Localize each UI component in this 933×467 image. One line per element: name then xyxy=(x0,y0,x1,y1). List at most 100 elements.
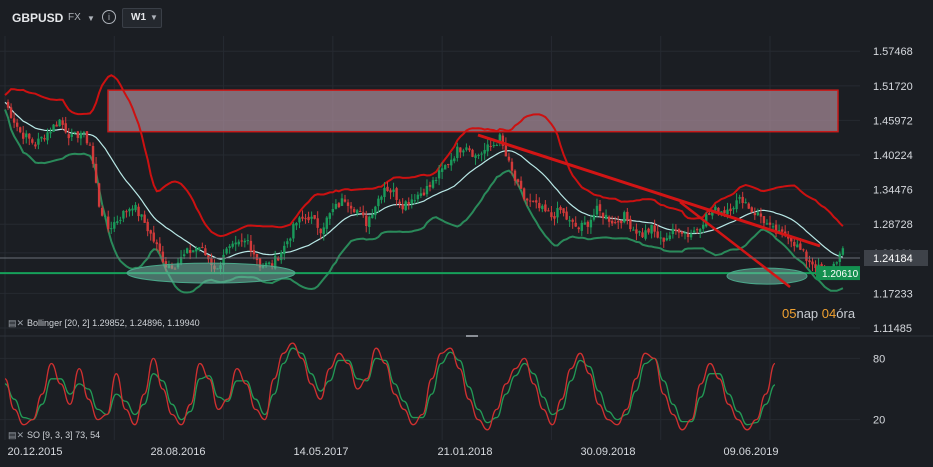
candle-body xyxy=(319,228,322,234)
candle-body xyxy=(632,229,635,231)
countdown-hours: 04 xyxy=(821,306,837,321)
candle-body xyxy=(450,159,453,166)
candle-body xyxy=(283,245,286,255)
candle-body xyxy=(659,237,662,239)
candle-body xyxy=(583,222,587,225)
countdown-days-unit: nap xyxy=(796,306,819,321)
info-icon[interactable]: i xyxy=(102,10,116,24)
symbol-label[interactable]: GBPUSD xyxy=(12,11,64,25)
candle-body xyxy=(550,212,553,218)
source-label[interactable]: FX xyxy=(68,12,81,23)
candle-body xyxy=(610,220,614,224)
candle-body xyxy=(626,211,629,221)
candle-body xyxy=(43,138,46,140)
candle-body xyxy=(702,224,705,229)
candle-body xyxy=(674,229,678,231)
candle-body xyxy=(617,221,620,223)
candle-body xyxy=(607,216,611,222)
candle-body xyxy=(802,249,805,251)
candle-body xyxy=(459,147,462,153)
candle-body xyxy=(623,212,626,223)
candle-body xyxy=(9,107,13,118)
candle-body xyxy=(598,204,602,212)
candle-body xyxy=(182,254,186,257)
y-tick-label: 1.17233 xyxy=(873,288,913,300)
candle-body xyxy=(185,248,189,254)
candle-body xyxy=(656,231,659,238)
candle-body xyxy=(644,230,647,239)
candle-body xyxy=(398,201,401,204)
candle-body xyxy=(577,227,580,230)
candle-body xyxy=(559,207,562,211)
stochastic-legend[interactable]: ▤✕ SO [9, 3, 3] 73, 54 xyxy=(8,430,100,441)
candle-body xyxy=(18,127,22,133)
y-tick-label: 1.57468 xyxy=(873,46,913,58)
timeframe-select[interactable]: W1 ▼ xyxy=(122,8,162,28)
candle-body xyxy=(796,244,799,248)
support-ellipse-1 xyxy=(126,262,296,284)
y-tick-label: 1.11485 xyxy=(873,323,912,335)
candle-body xyxy=(759,213,763,217)
candle-body xyxy=(195,248,198,252)
candle-body xyxy=(738,197,741,199)
candle-body xyxy=(113,222,116,229)
candle-body xyxy=(85,131,89,144)
candle-body xyxy=(817,264,820,268)
bollinger-legend[interactable]: ▤✕ Bollinger [20, 2] 1.29852, 1.24896, 1.… xyxy=(8,318,200,329)
candle-body xyxy=(404,201,407,211)
candle-body xyxy=(307,216,310,221)
candle-body xyxy=(799,243,802,250)
candle-body xyxy=(601,212,605,218)
candle-body xyxy=(292,223,295,239)
candle-body xyxy=(22,132,25,139)
candle-body xyxy=(25,133,28,138)
candle-body xyxy=(107,216,110,230)
candle-body xyxy=(234,242,237,245)
candle-body xyxy=(362,212,365,216)
support-price-label: 1.20610 xyxy=(822,269,859,280)
candle-body xyxy=(741,196,744,204)
chevron-down-icon[interactable]: ▼ xyxy=(87,14,95,23)
candle-body xyxy=(201,247,204,249)
candle-body xyxy=(401,204,404,210)
candle-body xyxy=(586,221,590,227)
candle-body xyxy=(340,198,344,206)
candle-body xyxy=(635,229,638,234)
candle-body xyxy=(695,229,699,231)
candle-body xyxy=(571,219,574,222)
candle-body xyxy=(46,132,49,141)
indicator-settings-icon[interactable]: ▤✕ xyxy=(8,318,25,328)
candle-body xyxy=(395,188,398,200)
candle-body xyxy=(653,225,656,232)
candle-body xyxy=(82,131,86,133)
candle-body xyxy=(295,223,298,226)
candle-body xyxy=(486,144,489,152)
candle-body xyxy=(698,229,702,233)
bar-countdown: 05nap 04óra xyxy=(782,306,855,321)
candle-body xyxy=(346,202,350,206)
candle-body xyxy=(267,262,271,265)
candle-body xyxy=(501,135,505,146)
candle-body xyxy=(504,144,508,157)
x-tick-label: 30.09.2018 xyxy=(580,446,635,458)
x-tick-label: 20.12.2015 xyxy=(7,446,62,458)
candle-body xyxy=(525,198,529,201)
candle-body xyxy=(6,101,10,108)
candle-body xyxy=(443,165,447,170)
candle-body xyxy=(471,149,474,157)
candle-body xyxy=(31,139,34,143)
bollinger-upper-band xyxy=(4,74,844,238)
candle-body xyxy=(377,198,380,207)
candle-body xyxy=(374,206,377,216)
indicator-settings-icon[interactable]: ▤✕ xyxy=(8,430,25,440)
candle-body xyxy=(456,146,459,159)
candle-body xyxy=(528,200,532,202)
candle-body xyxy=(790,237,793,242)
candle-body xyxy=(225,248,228,254)
candle-body xyxy=(34,144,37,147)
candle-body xyxy=(413,200,417,202)
candle-body xyxy=(465,147,468,150)
y-tick-label: 1.28728 xyxy=(873,219,913,231)
candle-body xyxy=(434,180,438,182)
